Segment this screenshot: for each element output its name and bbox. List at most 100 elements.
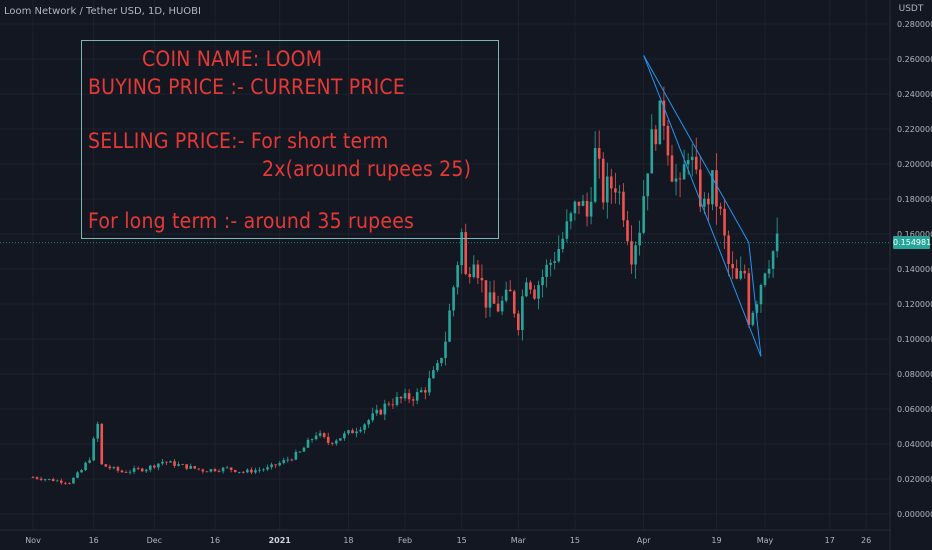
candle-body bbox=[258, 469, 261, 471]
candle-body bbox=[525, 282, 528, 297]
candle-body bbox=[213, 469, 217, 472]
candle-body bbox=[136, 468, 140, 470]
candle-body bbox=[92, 438, 95, 461]
candle-body bbox=[318, 433, 322, 436]
candle-body bbox=[593, 148, 597, 202]
candle-body bbox=[371, 413, 375, 421]
candle-body bbox=[686, 160, 690, 165]
candle-body bbox=[43, 479, 47, 481]
candle-body bbox=[250, 469, 253, 473]
candle-body bbox=[557, 249, 561, 262]
candle-body bbox=[403, 393, 407, 399]
candle-body bbox=[585, 200, 589, 217]
candle-body bbox=[96, 423, 100, 439]
candle-body bbox=[423, 390, 427, 393]
candle-body bbox=[68, 483, 71, 484]
candle-body bbox=[723, 208, 726, 236]
candle-body bbox=[310, 439, 314, 440]
candle-body bbox=[460, 232, 463, 266]
candle-body bbox=[419, 390, 423, 393]
candle-body bbox=[47, 479, 51, 480]
x-tick-label: 2021 bbox=[269, 536, 292, 545]
candle-body bbox=[387, 403, 391, 405]
y-tick-label: 0.280000 bbox=[897, 20, 932, 29]
price-axis[interactable]: 0.280000 0.260000 0.240000 0.220000 0.200000… bbox=[889, 0, 932, 550]
candle-body bbox=[500, 300, 504, 312]
candle-body bbox=[51, 479, 55, 482]
x-tick-label: Nov bbox=[25, 536, 41, 545]
y-tick-label: 0.260000 bbox=[897, 55, 932, 64]
candle-body bbox=[561, 238, 565, 250]
candle-body bbox=[597, 148, 601, 159]
candle-body bbox=[682, 164, 686, 180]
candle-body bbox=[363, 424, 366, 430]
candle-body bbox=[674, 178, 678, 182]
candle-body bbox=[662, 100, 666, 126]
x-tick-label: Feb bbox=[398, 536, 412, 545]
candle-body bbox=[678, 178, 682, 180]
x-tick-label: Dec bbox=[147, 536, 162, 545]
candle-body bbox=[177, 464, 180, 466]
candle-body bbox=[217, 471, 221, 472]
candle-body bbox=[666, 125, 670, 156]
candle-body bbox=[181, 464, 184, 466]
candle-body bbox=[116, 467, 120, 471]
candle-body bbox=[339, 438, 342, 441]
candle-body bbox=[278, 462, 281, 466]
annotation-box: COIN NAME: LOOM BUYING PRICE :- CURRENT … bbox=[81, 40, 499, 239]
candle-body bbox=[747, 273, 751, 325]
candle-body bbox=[157, 463, 160, 468]
candle-body bbox=[428, 378, 431, 393]
drawn-pattern bbox=[643, 55, 762, 357]
candle-body bbox=[767, 268, 771, 274]
candle-body bbox=[605, 176, 609, 203]
candle-body bbox=[569, 213, 573, 222]
candle-body bbox=[545, 264, 548, 277]
candle-body bbox=[670, 155, 674, 182]
candle-body bbox=[440, 357, 443, 364]
candle-body bbox=[88, 460, 91, 463]
candle-body bbox=[72, 477, 75, 484]
candle-body bbox=[456, 265, 459, 288]
candle-body bbox=[407, 393, 411, 400]
candle-body bbox=[375, 409, 379, 414]
candle-body bbox=[504, 289, 508, 301]
candle-body bbox=[173, 461, 176, 466]
candle-body bbox=[60, 480, 63, 483]
candle-body bbox=[229, 467, 233, 471]
candle-body bbox=[496, 303, 500, 312]
candlesticks bbox=[31, 86, 779, 485]
candle-body bbox=[452, 287, 455, 311]
candle-body bbox=[771, 251, 775, 269]
time-axis[interactable]: Nov 16 Dec 16 2021 18 Feb 15 Mar 15 Apr 19 May 17 26 bbox=[0, 529, 890, 545]
symbol-title[interactable]: Loom Network / Tether USD, 1D, HUOBI bbox=[4, 6, 201, 17]
annotation-buying-price: BUYING PRICE :- CURRENT PRICE bbox=[88, 75, 405, 99]
candle-body bbox=[140, 468, 144, 472]
candle-body bbox=[638, 232, 641, 246]
candle-body bbox=[727, 235, 730, 264]
candle-body bbox=[343, 433, 346, 439]
annotation-long-term-target: For long term :- around 35 rupees bbox=[88, 209, 415, 233]
candle-body bbox=[521, 296, 524, 331]
candle-body bbox=[330, 442, 334, 444]
y-tick-label: 0.220000 bbox=[897, 125, 932, 134]
candle-body bbox=[298, 451, 302, 453]
currency-unit: USDT bbox=[898, 4, 924, 14]
candle-body bbox=[84, 462, 87, 471]
x-tick-label: 15 bbox=[570, 536, 580, 545]
candle-body bbox=[472, 264, 476, 278]
candle-body bbox=[618, 191, 621, 193]
candle-body bbox=[658, 100, 662, 145]
candle-body bbox=[205, 471, 209, 473]
candle-body bbox=[512, 291, 516, 314]
x-tick-label: 15 bbox=[457, 536, 467, 545]
candle-body bbox=[529, 282, 532, 290]
candle-body bbox=[735, 268, 738, 279]
candle-body bbox=[589, 201, 593, 217]
candle-body bbox=[719, 206, 722, 209]
candle-body bbox=[108, 466, 112, 469]
pattern-trendline bbox=[643, 55, 762, 357]
annotation-selling-price: SELLING PRICE:- For short term bbox=[88, 129, 389, 153]
candle-body bbox=[153, 465, 156, 468]
